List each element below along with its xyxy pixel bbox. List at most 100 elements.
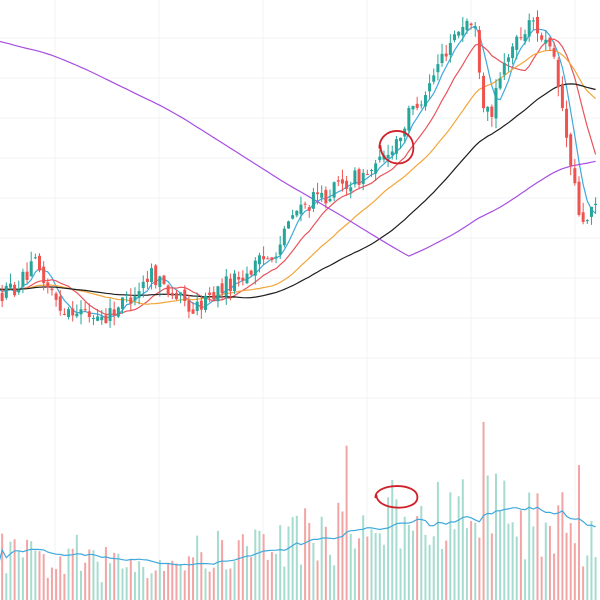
- candle: [195, 292, 199, 316]
- volume-bar: [453, 529, 456, 600]
- volume-bar: [436, 481, 439, 600]
- candle-body: [423, 95, 427, 107]
- candle: [100, 310, 104, 325]
- volume-bar: [345, 445, 348, 600]
- candle: [490, 104, 494, 127]
- candle: [469, 22, 473, 30]
- candle: [307, 204, 311, 218]
- candle: [17, 280, 21, 295]
- volume-bar: [457, 496, 460, 600]
- candle-body: [83, 309, 87, 311]
- candle: [361, 169, 365, 191]
- volume-bar: [320, 516, 323, 600]
- candle: [33, 253, 37, 260]
- candle-body: [220, 283, 224, 294]
- candle: [556, 57, 560, 97]
- candle: [125, 291, 129, 303]
- candle-body: [328, 198, 332, 202]
- volume-bar: [524, 559, 527, 600]
- candle-body: [594, 203, 598, 206]
- candle: [91, 314, 95, 326]
- candle: [407, 105, 411, 135]
- candle-body: [137, 291, 141, 298]
- candle-body: [166, 285, 170, 295]
- volume-bar: [9, 541, 12, 600]
- candle-body: [345, 180, 349, 189]
- candle-body: [486, 106, 490, 112]
- volume-bar: [150, 573, 153, 600]
- candle-body: [13, 284, 17, 296]
- candle: [104, 308, 108, 324]
- candle-body: [299, 204, 303, 214]
- volume-bar: [312, 542, 315, 600]
- volume-bar: [84, 562, 87, 600]
- volume-bar: [536, 493, 539, 600]
- candle: [79, 300, 83, 325]
- candle: [291, 209, 295, 220]
- candle: [552, 41, 556, 60]
- volume-bar: [80, 570, 82, 600]
- candle: [13, 282, 17, 297]
- candle-body: [428, 83, 432, 92]
- candle-body: [419, 104, 423, 106]
- volume-bar: [291, 517, 294, 600]
- candle: [216, 285, 220, 308]
- candle-body: [104, 315, 108, 324]
- candle: [170, 287, 174, 300]
- candle: [158, 275, 162, 297]
- volume-bar: [146, 578, 149, 600]
- volume-bar: [212, 567, 215, 600]
- volume-bar: [407, 524, 410, 600]
- candle-body: [112, 309, 116, 316]
- candle: [237, 271, 241, 287]
- candle-body: [133, 296, 137, 301]
- candle-body: [560, 83, 564, 109]
- candle-body: [536, 16, 539, 34]
- candle-body: [498, 78, 502, 89]
- candle-body: [444, 53, 448, 57]
- volume-bar: [465, 528, 468, 600]
- candle: [569, 132, 573, 176]
- candle: [150, 263, 154, 290]
- candle-body: [361, 172, 365, 184]
- volume-bar: [561, 492, 564, 600]
- volume-bar: [158, 559, 161, 600]
- volume-pane: [1, 421, 597, 600]
- volume-bar: [75, 534, 78, 600]
- volume-bar: [573, 543, 576, 600]
- candle-body: [320, 192, 324, 198]
- volume-bar: [63, 573, 66, 600]
- candle: [58, 290, 62, 316]
- candle: [29, 251, 33, 277]
- candle: [457, 31, 461, 39]
- volume-bar: [208, 571, 211, 600]
- candle-layer: [0, 10, 598, 328]
- volume-bar: [167, 562, 170, 600]
- volume-bar: [250, 557, 253, 600]
- volume-bar: [532, 526, 535, 600]
- candle: [282, 225, 286, 248]
- volume-bar: [246, 546, 248, 600]
- volume-bar: [125, 567, 128, 600]
- candle: [174, 289, 178, 301]
- candle-body: [432, 75, 436, 82]
- candle-body: [365, 173, 369, 175]
- candle: [303, 201, 307, 209]
- volume-bar: [395, 499, 398, 600]
- candle-body: [42, 266, 46, 284]
- volume-bar: [341, 511, 344, 600]
- candle-body: [212, 291, 216, 300]
- candle: [357, 167, 361, 190]
- candle-body: [527, 20, 531, 37]
- candle-body: [121, 297, 124, 310]
- candle: [141, 275, 145, 298]
- candle-body: [50, 288, 54, 291]
- candle-body: [415, 103, 419, 108]
- candle: [419, 100, 423, 109]
- volume-bar: [594, 557, 597, 600]
- volume-bar: [133, 571, 136, 600]
- volume-bar: [142, 566, 145, 600]
- candle-body: [71, 308, 75, 316]
- volume-bar: [17, 550, 20, 600]
